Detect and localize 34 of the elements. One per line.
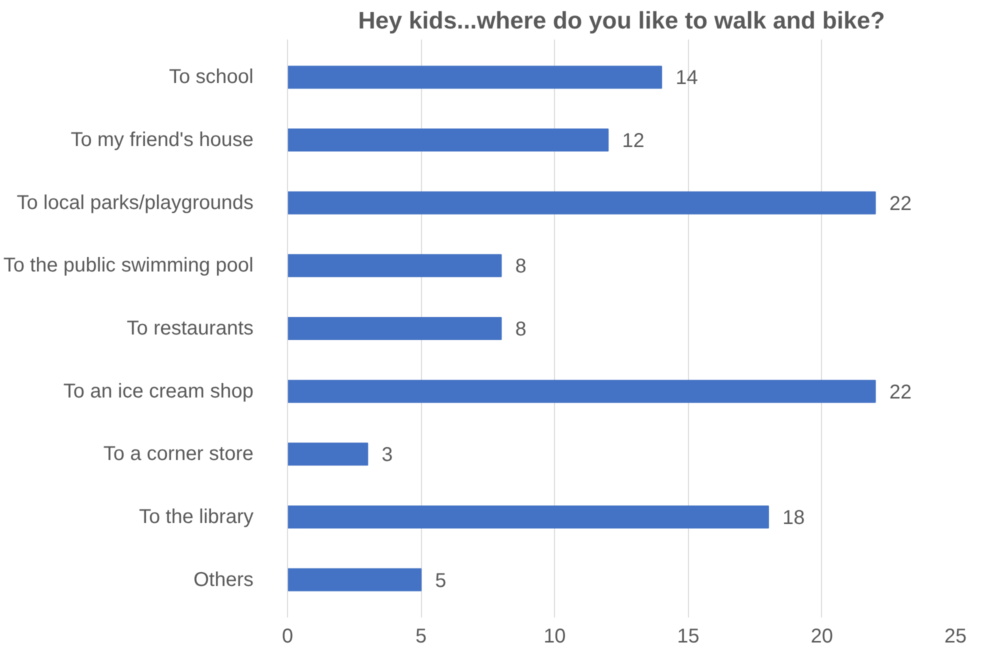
x-tick-label: 15 <box>677 626 700 648</box>
bar <box>288 254 502 278</box>
bar <box>288 568 422 592</box>
data-label: 8 <box>515 256 526 278</box>
bar <box>288 317 502 340</box>
data-label: 8 <box>515 318 526 340</box>
y-tick-label: To an ice cream shop <box>63 380 254 402</box>
bar <box>288 442 368 466</box>
data-label: 22 <box>889 381 912 404</box>
data-label: 3 <box>382 444 393 466</box>
data-label: 18 <box>782 506 805 529</box>
data-label: 12 <box>622 130 644 152</box>
data-label: 14 <box>676 67 698 90</box>
y-tick-label: To restaurants <box>126 318 254 340</box>
x-tick-label: 20 <box>810 626 834 648</box>
x-tick-label: 0 <box>282 626 294 648</box>
y-tick-label: To a corner store <box>103 443 254 466</box>
x-tick-label: 10 <box>544 626 566 648</box>
x-tick-label: 5 <box>416 626 427 648</box>
chart-title: Hey kids...where do you like to walk and bike? <box>358 8 885 34</box>
y-tick-label: To local parks/playgrounds <box>16 192 254 214</box>
y-tick-label: To the library <box>139 506 254 528</box>
data-label: 22 <box>889 192 912 215</box>
bar <box>288 191 876 214</box>
bar <box>288 380 876 403</box>
y-tick-label: Others <box>193 568 254 591</box>
x-tick-label: 25 <box>944 626 967 648</box>
y-tick-label: To school <box>169 66 254 88</box>
data-label: 5 <box>435 570 446 592</box>
y-tick-label: To the public swimming pool <box>3 254 254 277</box>
y-tick-label: To my friend's house <box>70 129 254 152</box>
bar <box>288 128 609 152</box>
bar <box>288 66 662 89</box>
bar <box>288 505 769 528</box>
